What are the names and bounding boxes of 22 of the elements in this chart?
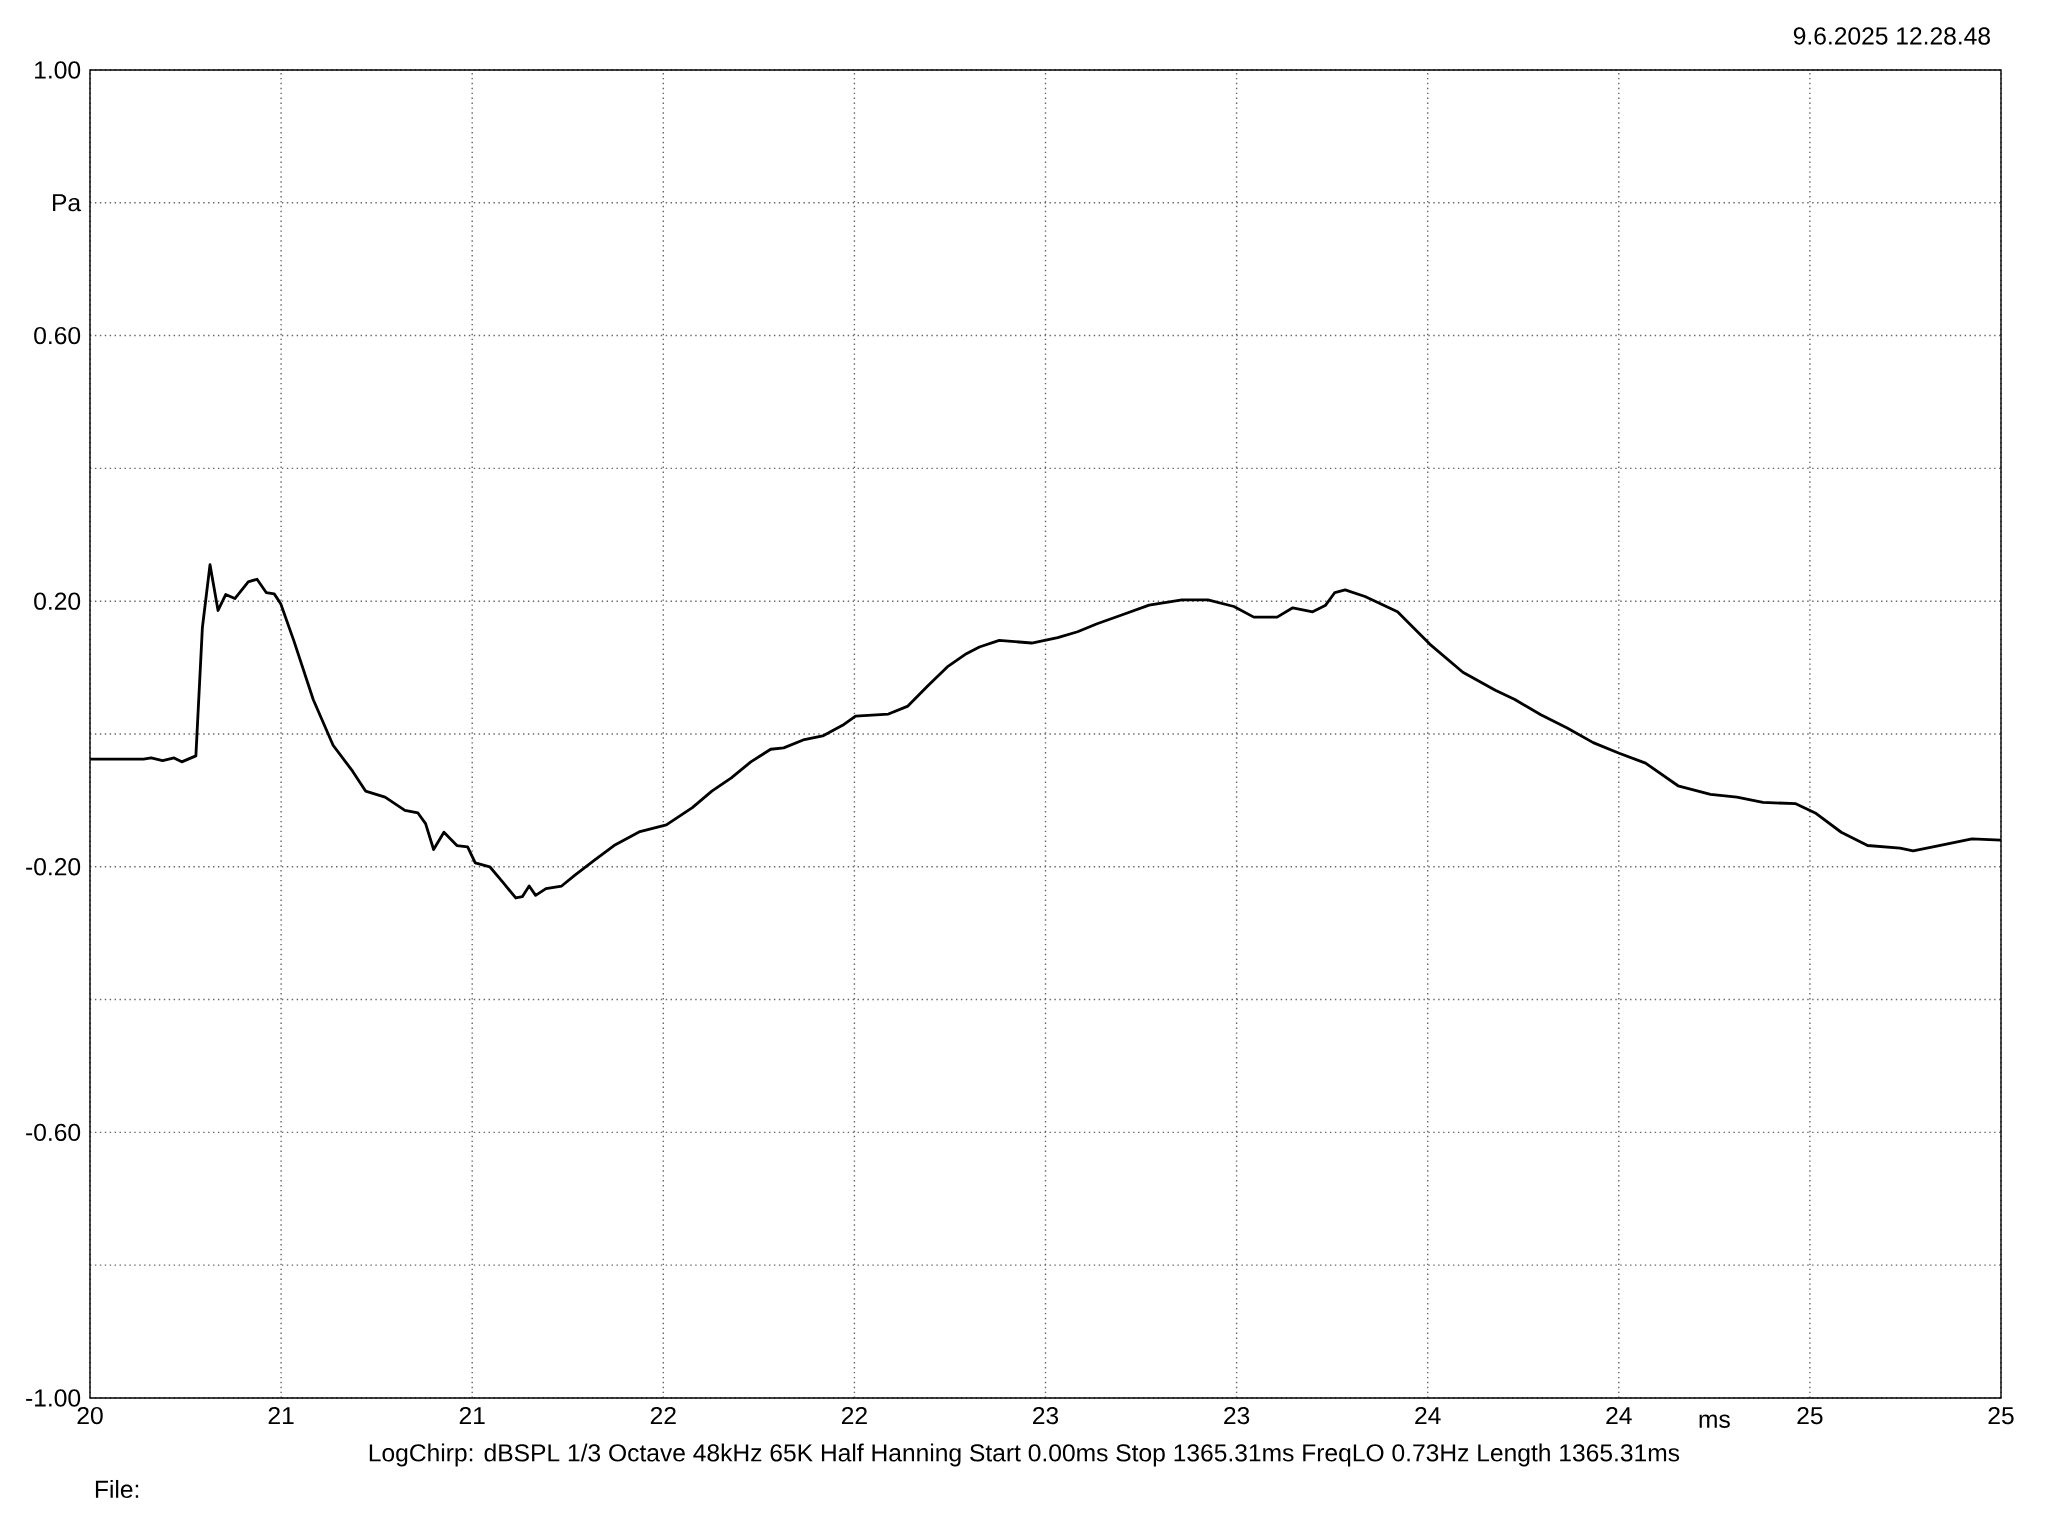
text: File: xyxy=(95,1479,139,1498)
y-tick-label: -0.20 xyxy=(26,858,81,876)
x-tick-label: 21 xyxy=(459,1406,485,1425)
x-tick-label: 21 xyxy=(268,1406,294,1425)
y-tick-label: 0.60 xyxy=(34,326,81,345)
x-tick-label: 22 xyxy=(650,1406,676,1425)
x-tick-label: 22 xyxy=(841,1406,867,1425)
text: LogChirp: dBSPL 1/3 Octave 48kHz 65K Half Hanning Start 0.00ms Stop 1365.31ms FreqLO 0.73Hz Length 1365.31ms xyxy=(369,1443,1680,1467)
y-tick-label: -0.60 xyxy=(26,1123,81,1142)
x-tick-label: 24 xyxy=(1415,1406,1441,1425)
x-tick-label: 25 xyxy=(1797,1406,1823,1425)
text: 9.6.2025 12.28.48 xyxy=(1793,27,1990,45)
y-tick-label: 1.00 xyxy=(35,61,81,79)
x-tick-label: 24 xyxy=(1606,1406,1632,1425)
y-tick-label: 0.20 xyxy=(34,592,81,610)
y-tick-label: -1.00 xyxy=(26,1389,81,1407)
x-axis-title: ms xyxy=(1699,1414,1730,1428)
y-axis-title: Pa xyxy=(53,194,82,212)
x-tick-label: 23 xyxy=(1033,1406,1059,1425)
x-tick-label: 23 xyxy=(1224,1406,1250,1425)
x-tick-label: 25 xyxy=(1988,1406,2014,1425)
x-tick-label: 20 xyxy=(77,1406,103,1425)
